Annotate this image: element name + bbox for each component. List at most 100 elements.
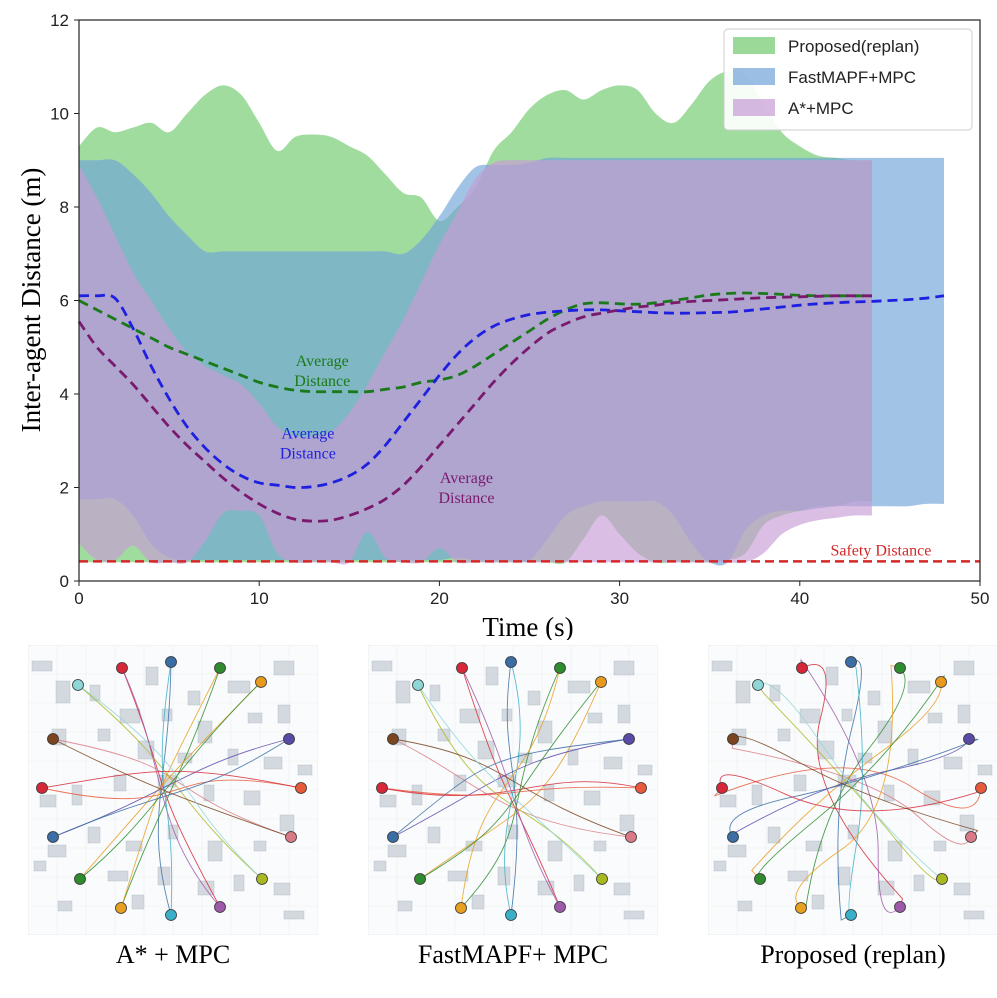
obstacle [547, 840, 563, 862]
obstacle [31, 660, 53, 672]
y-tick-label: 6 [60, 292, 69, 311]
agent-marker [255, 676, 267, 688]
obstacle [57, 900, 73, 912]
trajectory-path [731, 738, 970, 838]
agent-marker [635, 782, 647, 794]
trajectory-path [41, 779, 302, 800]
agent-marker [965, 831, 977, 843]
agent-marker [595, 676, 607, 688]
agent-marker [376, 782, 388, 794]
obstacle [769, 684, 781, 702]
agent-marker [36, 782, 48, 794]
obstacle [583, 790, 601, 806]
obstacle [477, 740, 495, 760]
obstacle [617, 704, 631, 724]
series-bands [79, 71, 944, 566]
obstacle [207, 840, 223, 862]
obstacle [55, 680, 71, 704]
agent-marker [47, 831, 59, 843]
obstacle [263, 756, 283, 770]
obstacle [87, 826, 101, 844]
agent-marker [455, 902, 467, 914]
agent-marker [936, 873, 948, 885]
agent-marker [752, 679, 764, 691]
agent-marker [505, 909, 517, 921]
agent-marker [74, 873, 86, 885]
trajectory-path [52, 738, 292, 838]
obstacle [297, 764, 313, 776]
agent-marker [727, 733, 739, 745]
obstacle [471, 894, 485, 910]
average-line-proposed-replan [78, 291, 872, 394]
trajectory-map-proposed [708, 645, 997, 935]
trajectory-path [417, 684, 603, 880]
annotation-line: Average [440, 470, 493, 487]
obstacle [485, 666, 499, 686]
obstacle [227, 748, 239, 766]
obstacle [799, 708, 821, 724]
obstacle [497, 866, 511, 886]
y-tick-label: 8 [60, 198, 69, 217]
annotation-line: Distance [438, 490, 494, 507]
agent-marker [505, 656, 517, 668]
obstacle [587, 712, 603, 724]
trajectory-panel-fastmapf [368, 645, 658, 935]
obstacle [277, 704, 291, 724]
obstacle [623, 910, 645, 920]
agent-marker [625, 831, 637, 843]
trajectory-path [757, 684, 943, 882]
trajectory-path [77, 684, 263, 880]
obstacle [811, 894, 825, 910]
trajectory-path [837, 659, 862, 921]
trajectory-path [121, 667, 221, 908]
obstacle [913, 874, 925, 892]
obstacle [33, 860, 47, 872]
trajectories [714, 659, 982, 921]
obstacle [737, 900, 753, 912]
trajectory-path [381, 786, 642, 796]
obstacle [273, 660, 295, 676]
legend-swatch-fastmapf [733, 68, 775, 85]
obstacle [119, 708, 141, 724]
x-axis-title: Time (s) [482, 612, 573, 640]
average-line-fastmapf-mpc [78, 293, 945, 489]
trajectory-path [757, 675, 945, 880]
obstacle [735, 680, 751, 704]
obstacle [131, 894, 145, 910]
trajectory-path [417, 684, 603, 880]
y-axis-title: Inter-agent Distance (m) [16, 168, 46, 433]
agent-marker [796, 662, 808, 674]
trajectory-path [392, 738, 632, 838]
trajectory-path [461, 667, 561, 908]
agent-marker [283, 733, 295, 745]
agent-marker [554, 901, 566, 913]
obstacle [713, 860, 727, 872]
legend: Proposed(replan) FastMAPF+MPC A*+MPC [723, 28, 973, 131]
agent-marker [795, 902, 807, 914]
obstacle [857, 752, 873, 764]
obstacle [397, 900, 413, 912]
trajectory-path [801, 664, 904, 908]
obstacle [567, 680, 591, 694]
obstacle [97, 728, 111, 742]
obstacle [243, 790, 261, 806]
trajectory-path [120, 667, 221, 909]
y-tick-label: 10 [50, 105, 69, 124]
agent-marker [165, 656, 177, 668]
agent-marker [214, 662, 226, 674]
obstacle [637, 764, 653, 776]
obstacle [537, 720, 553, 744]
average-line-a-mpc [77, 294, 872, 523]
obstacle [887, 840, 903, 862]
obstacle [427, 826, 441, 844]
x-tick-label: 30 [610, 589, 629, 608]
agent-marker [727, 831, 739, 843]
agent-marker [845, 909, 857, 921]
obstacle [373, 860, 387, 872]
annotation-line: Distance [294, 373, 350, 390]
agent-marker [975, 782, 987, 794]
trajectory-path [800, 659, 901, 913]
obstacle [161, 708, 173, 722]
trajectory-path [381, 781, 642, 796]
obstacle [567, 748, 579, 766]
